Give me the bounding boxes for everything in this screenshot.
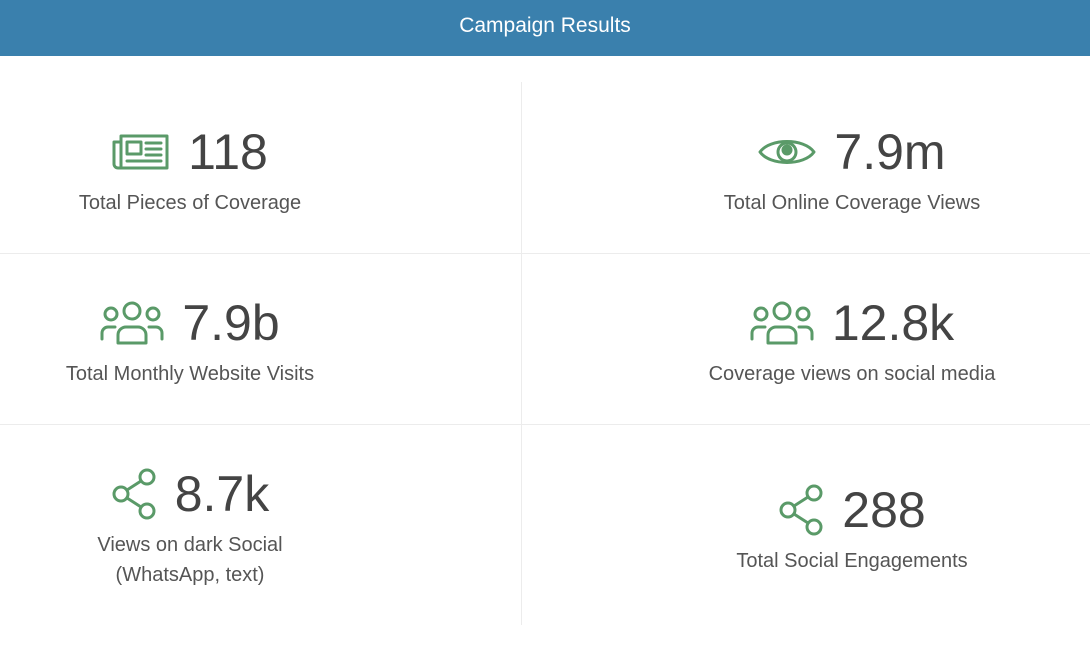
metric-note: (WhatsApp, text) xyxy=(115,564,265,586)
metric-label: Total Pieces of Coverage xyxy=(78,192,302,214)
metric-value: 7.9m xyxy=(834,124,946,180)
newspaper-icon xyxy=(112,134,169,170)
divider xyxy=(0,253,1090,254)
metric-card: 118 Total Pieces of Coverage xyxy=(0,126,410,218)
share-icon xyxy=(112,468,156,520)
people-icon xyxy=(750,301,814,345)
share-icon xyxy=(779,484,823,536)
metric-value: 7.9b xyxy=(182,295,280,351)
metric-value: 8.7k xyxy=(174,466,270,522)
metric-card: 12.8k Coverage views on social media xyxy=(632,297,1072,389)
divider xyxy=(521,82,522,625)
metric-label: Total Social Engagements xyxy=(736,550,968,572)
metric-card: 7.9b Total Monthly Website Visits xyxy=(0,297,410,389)
divider xyxy=(0,424,1090,425)
metric-value: 12.8k xyxy=(831,295,955,351)
people-icon xyxy=(100,301,164,345)
metric-label: Coverage views on social media xyxy=(708,363,996,385)
metric-card: 7.9m Total Online Coverage Views xyxy=(632,126,1072,218)
metric-label: Total Monthly Website Visits xyxy=(65,363,315,385)
metric-label: Total Online Coverage Views xyxy=(723,192,981,214)
metric-value: 118 xyxy=(188,124,268,180)
metric-label: Views on dark Social xyxy=(97,534,283,556)
header-title: Campaign Results xyxy=(0,0,1090,56)
metric-card: 288 Total Social Engagements xyxy=(632,484,1072,576)
metric-card: 8.7k Views on dark Social (WhatsApp, tex… xyxy=(0,468,410,590)
metric-value: 288 xyxy=(842,482,926,538)
eye-icon xyxy=(758,140,816,164)
